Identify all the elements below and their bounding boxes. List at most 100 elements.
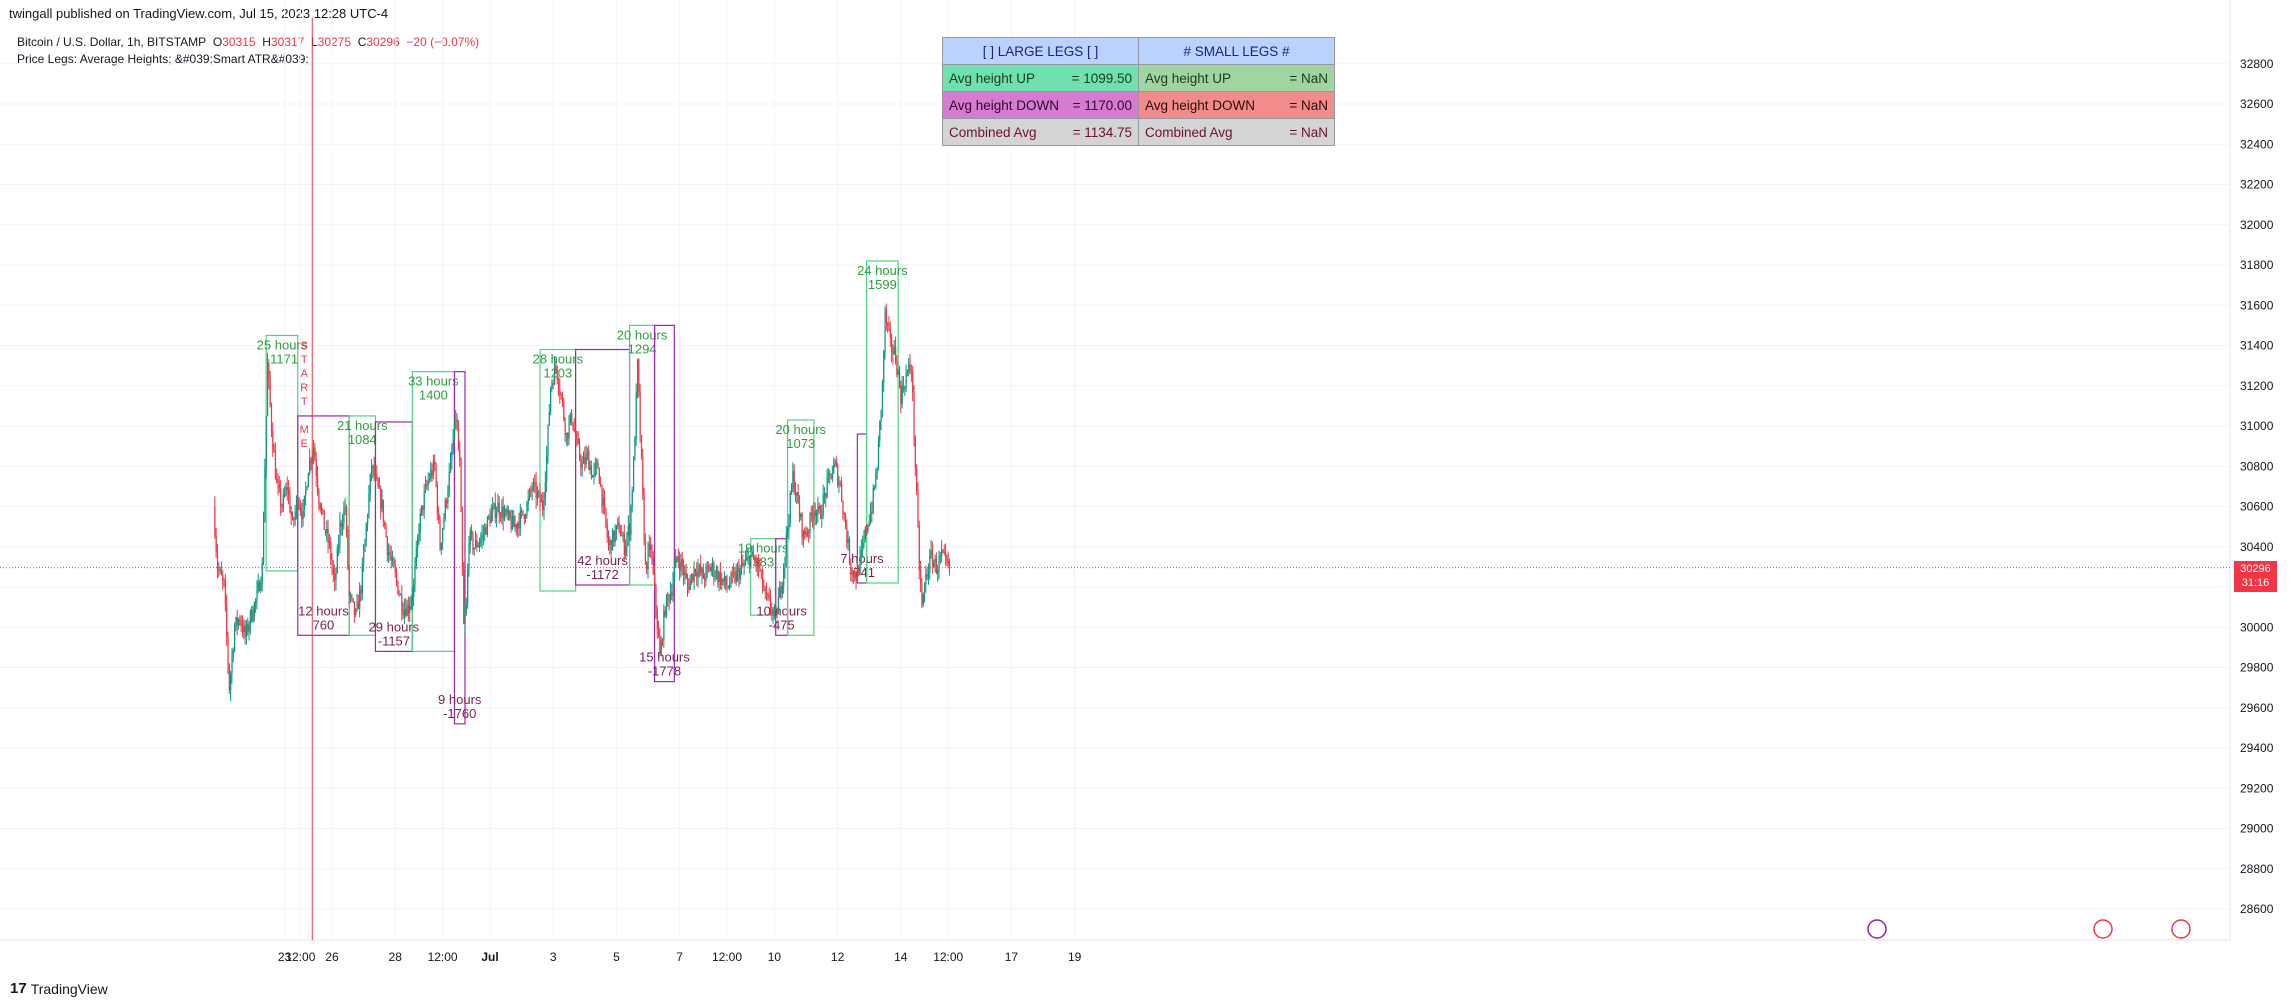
x-tick-label: 28: [389, 950, 403, 964]
candle-body: [879, 421, 881, 441]
y-tick-label: 32400: [2240, 137, 2274, 151]
candle-body: [529, 489, 531, 498]
candle-body: [829, 472, 831, 474]
candle-body: [543, 498, 545, 511]
tradingview-logo[interactable]: 17 TradingView: [10, 980, 108, 997]
candle-body: [685, 573, 687, 579]
candle-body: [444, 500, 446, 519]
candle-body: [554, 365, 556, 385]
candle-body: [676, 556, 678, 558]
candle-body: [594, 464, 597, 469]
candle-body: [895, 347, 897, 361]
candle-body: [220, 569, 223, 576]
candle-body: [459, 448, 461, 461]
leg-duration-label: 21 hours: [337, 418, 388, 433]
candle-body: [884, 309, 886, 352]
candle-body: [789, 492, 791, 523]
candle-body: [852, 570, 855, 575]
y-tick-label: 30400: [2240, 540, 2274, 554]
candle-body: [809, 512, 811, 533]
candle-body: [901, 385, 903, 405]
candle-body: [626, 536, 628, 547]
y-tick-label: 31600: [2240, 298, 2274, 312]
indicator-legend[interactable]: Price Legs: Average Heights; &#039;Smart…: [17, 52, 309, 66]
candle-body: [288, 489, 290, 495]
candle-body: [880, 409, 882, 422]
economic-event-icon: [2093, 919, 2113, 939]
candle-body: [223, 579, 225, 582]
candle-body: [559, 388, 561, 394]
symbol-name: Bitcoin / U.S. Dollar, 1h, BITSTAMP: [17, 35, 207, 49]
high-value: 30317: [270, 35, 305, 49]
start-marker-letter: E: [301, 438, 308, 450]
candle-body: [489, 516, 491, 524]
candle-body: [906, 371, 909, 374]
small-avg-up-cell: Avg height UP = NaN: [1138, 64, 1335, 92]
candle-body: [388, 552, 390, 556]
candle-body: [762, 570, 764, 588]
candle-body: [659, 637, 661, 655]
candle-body: [555, 365, 557, 367]
candle-body: [326, 529, 328, 534]
candle-body: [712, 563, 714, 567]
candle-body: [356, 601, 358, 610]
candle-body: [779, 586, 781, 598]
candle-body: [344, 507, 346, 510]
candle-body: [681, 559, 683, 567]
candle-body: [239, 619, 241, 622]
candle-body: [539, 491, 541, 503]
candle-body: [381, 499, 383, 510]
x-tick-label: 12:00: [933, 950, 963, 964]
low-label: L: [310, 35, 318, 49]
candle-body: [272, 431, 274, 450]
candle-body: [465, 603, 468, 614]
candle-body: [385, 525, 387, 538]
candle-body: [546, 455, 548, 482]
candle-body: [472, 533, 474, 550]
candle-body: [315, 460, 317, 477]
candle-body: [713, 563, 715, 577]
candle-body: [556, 366, 558, 380]
candle-body: [589, 465, 591, 471]
candle-body: [367, 516, 369, 525]
candle-body: [721, 578, 723, 586]
leg-box: [653, 324, 675, 683]
leg-height-label: -1778: [648, 664, 681, 679]
candle-body: [709, 567, 711, 572]
candle-body: [557, 379, 560, 389]
price-axis[interactable]: 28600 28800 29000 29200 29400 29600 29800 30000…: [2240, 57, 2274, 916]
x-tick-label: 12:00: [712, 950, 742, 964]
candle-body: [452, 439, 454, 452]
candle-body: [633, 460, 635, 492]
candle-body: [314, 447, 316, 461]
candle-body: [291, 516, 294, 519]
candle-body: [830, 473, 832, 479]
candle-body: [891, 337, 893, 352]
candle-body: [550, 387, 552, 412]
candle-body: [752, 551, 755, 559]
economic-event-icon: [2171, 919, 2191, 939]
candle-body: [575, 430, 577, 439]
x-tick-label: 12:00: [428, 950, 458, 964]
candle-body: [585, 454, 587, 465]
candle-body: [837, 465, 839, 485]
candle-body: [509, 511, 511, 519]
candle-body: [625, 546, 627, 556]
large-combined-cell: Combined Avg = 1134.75: [942, 118, 1139, 146]
candle-body: [791, 487, 793, 493]
candle-body: [501, 506, 503, 518]
candle-body: [298, 505, 300, 507]
leg-height-label: -741: [849, 565, 875, 580]
candle-body: [839, 483, 841, 485]
candle-body: [349, 595, 352, 597]
candle-body: [933, 562, 935, 567]
y-tick-label: 31800: [2240, 258, 2274, 272]
candle-body: [244, 625, 246, 638]
candle-body: [743, 563, 745, 566]
large-combined-label: Combined Avg: [949, 124, 1037, 140]
candle-body: [946, 556, 948, 562]
candle-body: [847, 538, 849, 543]
candle-body: [943, 552, 945, 554]
